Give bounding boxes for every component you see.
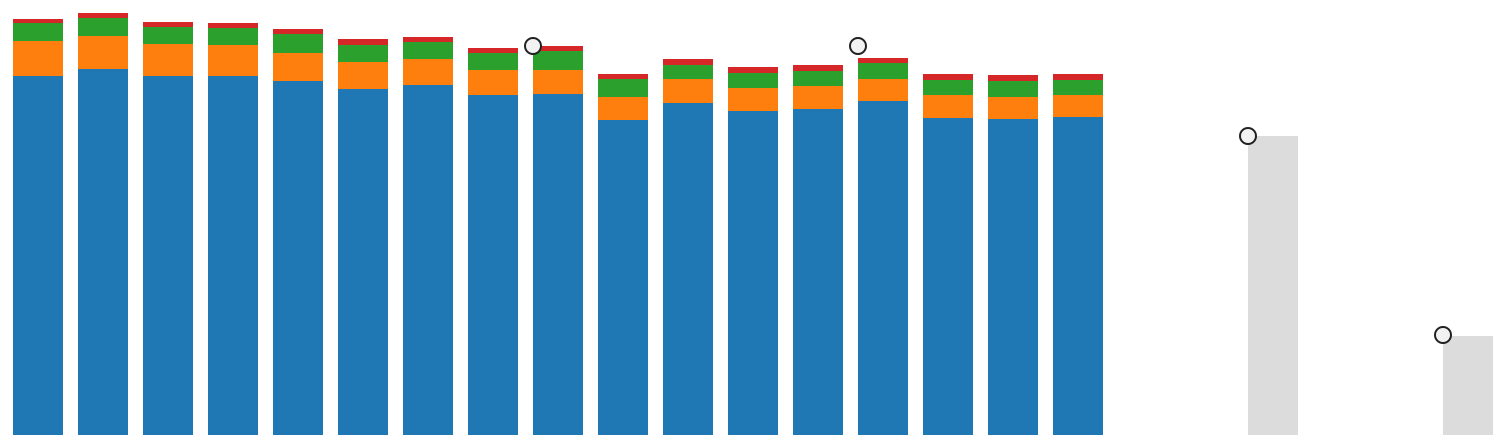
- bar-segment-4-3: [273, 29, 323, 34]
- bar-segment-1-1: [78, 36, 128, 69]
- bar-segment-5-2: [338, 45, 388, 62]
- bar-segment-0-1: [13, 41, 63, 76]
- circle-marker-8[interactable]: [524, 37, 542, 55]
- circle-marker-13[interactable]: [849, 37, 867, 55]
- bar-segment-11-0: [728, 111, 778, 435]
- bar-segment-7-1: [468, 70, 518, 95]
- bar-segment-6-1: [403, 59, 453, 85]
- bar-segment-11-2: [728, 73, 778, 88]
- bar-segment-5-0: [338, 89, 388, 435]
- bar-segment-14-1: [923, 95, 973, 118]
- bar-segment-7-0: [468, 95, 518, 435]
- bar-segment-1-3: [78, 13, 128, 18]
- gray-bar-22: [1443, 336, 1493, 435]
- bar-segment-11-1: [728, 88, 778, 111]
- bar-segment-12-0: [793, 109, 843, 435]
- bar-segment-12-2: [793, 71, 843, 86]
- bar-segment-15-1: [988, 97, 1038, 119]
- bar-segment-15-0: [988, 119, 1038, 435]
- bar-segment-9-2: [598, 79, 648, 97]
- bar-segment-2-3: [143, 22, 193, 27]
- bar-segment-3-3: [208, 23, 258, 28]
- bar-segment-3-0: [208, 76, 258, 435]
- bar-segment-13-2: [858, 63, 908, 79]
- bar-segment-2-2: [143, 27, 193, 44]
- bar-segment-5-1: [338, 62, 388, 89]
- bar-segment-10-3: [663, 59, 713, 65]
- bar-segment-16-0: [1053, 117, 1103, 435]
- bar-segment-16-2: [1053, 80, 1103, 95]
- bars-layer: [13, 13, 1493, 435]
- bar-segment-13-0: [858, 101, 908, 435]
- markers-layer: [524, 37, 1452, 344]
- bar-segment-8-3: [533, 46, 583, 51]
- bar-segment-15-3: [988, 75, 1038, 81]
- bar-segment-12-3: [793, 65, 843, 71]
- bar-segment-13-3: [858, 58, 908, 63]
- bar-segment-8-0: [533, 94, 583, 435]
- bar-segment-9-0: [598, 120, 648, 435]
- bar-segment-0-2: [13, 23, 63, 41]
- bar-segment-13-1: [858, 79, 908, 101]
- bar-segment-1-0: [78, 69, 128, 435]
- bar-segment-1-2: [78, 18, 128, 36]
- bar-segment-10-2: [663, 65, 713, 79]
- bar-segment-12-1: [793, 86, 843, 109]
- bar-segment-9-1: [598, 97, 648, 120]
- bar-segment-6-2: [403, 42, 453, 59]
- bar-segment-11-3: [728, 67, 778, 73]
- bar-segment-5-3: [338, 39, 388, 45]
- bar-segment-2-1: [143, 44, 193, 76]
- bar-segment-8-2: [533, 51, 583, 70]
- bar-segment-16-1: [1053, 95, 1103, 117]
- bar-segment-3-1: [208, 45, 258, 76]
- gray-bar-19: [1248, 136, 1298, 435]
- bar-segment-10-1: [663, 79, 713, 103]
- bar-segment-6-0: [403, 85, 453, 435]
- bar-segment-0-0: [13, 76, 63, 435]
- bar-segment-16-3: [1053, 74, 1103, 80]
- circle-marker-22[interactable]: [1434, 326, 1452, 344]
- bar-segment-3-2: [208, 28, 258, 45]
- bar-segment-9-3: [598, 74, 648, 79]
- bar-segment-8-1: [533, 70, 583, 94]
- bar-segment-14-2: [923, 80, 973, 95]
- bar-segment-2-0: [143, 76, 193, 435]
- bar-segment-14-0: [923, 118, 973, 435]
- bar-segment-14-3: [923, 74, 973, 80]
- bar-segment-15-2: [988, 81, 1038, 97]
- bar-segment-0-3: [13, 19, 63, 23]
- bar-segment-6-3: [403, 37, 453, 42]
- bar-segment-4-0: [273, 81, 323, 435]
- bar-segment-4-1: [273, 53, 323, 81]
- bar-segment-7-3: [468, 48, 518, 53]
- circle-marker-19[interactable]: [1239, 127, 1257, 145]
- bar-segment-7-2: [468, 53, 518, 70]
- bar-segment-10-0: [663, 103, 713, 435]
- bar-segment-4-2: [273, 34, 323, 53]
